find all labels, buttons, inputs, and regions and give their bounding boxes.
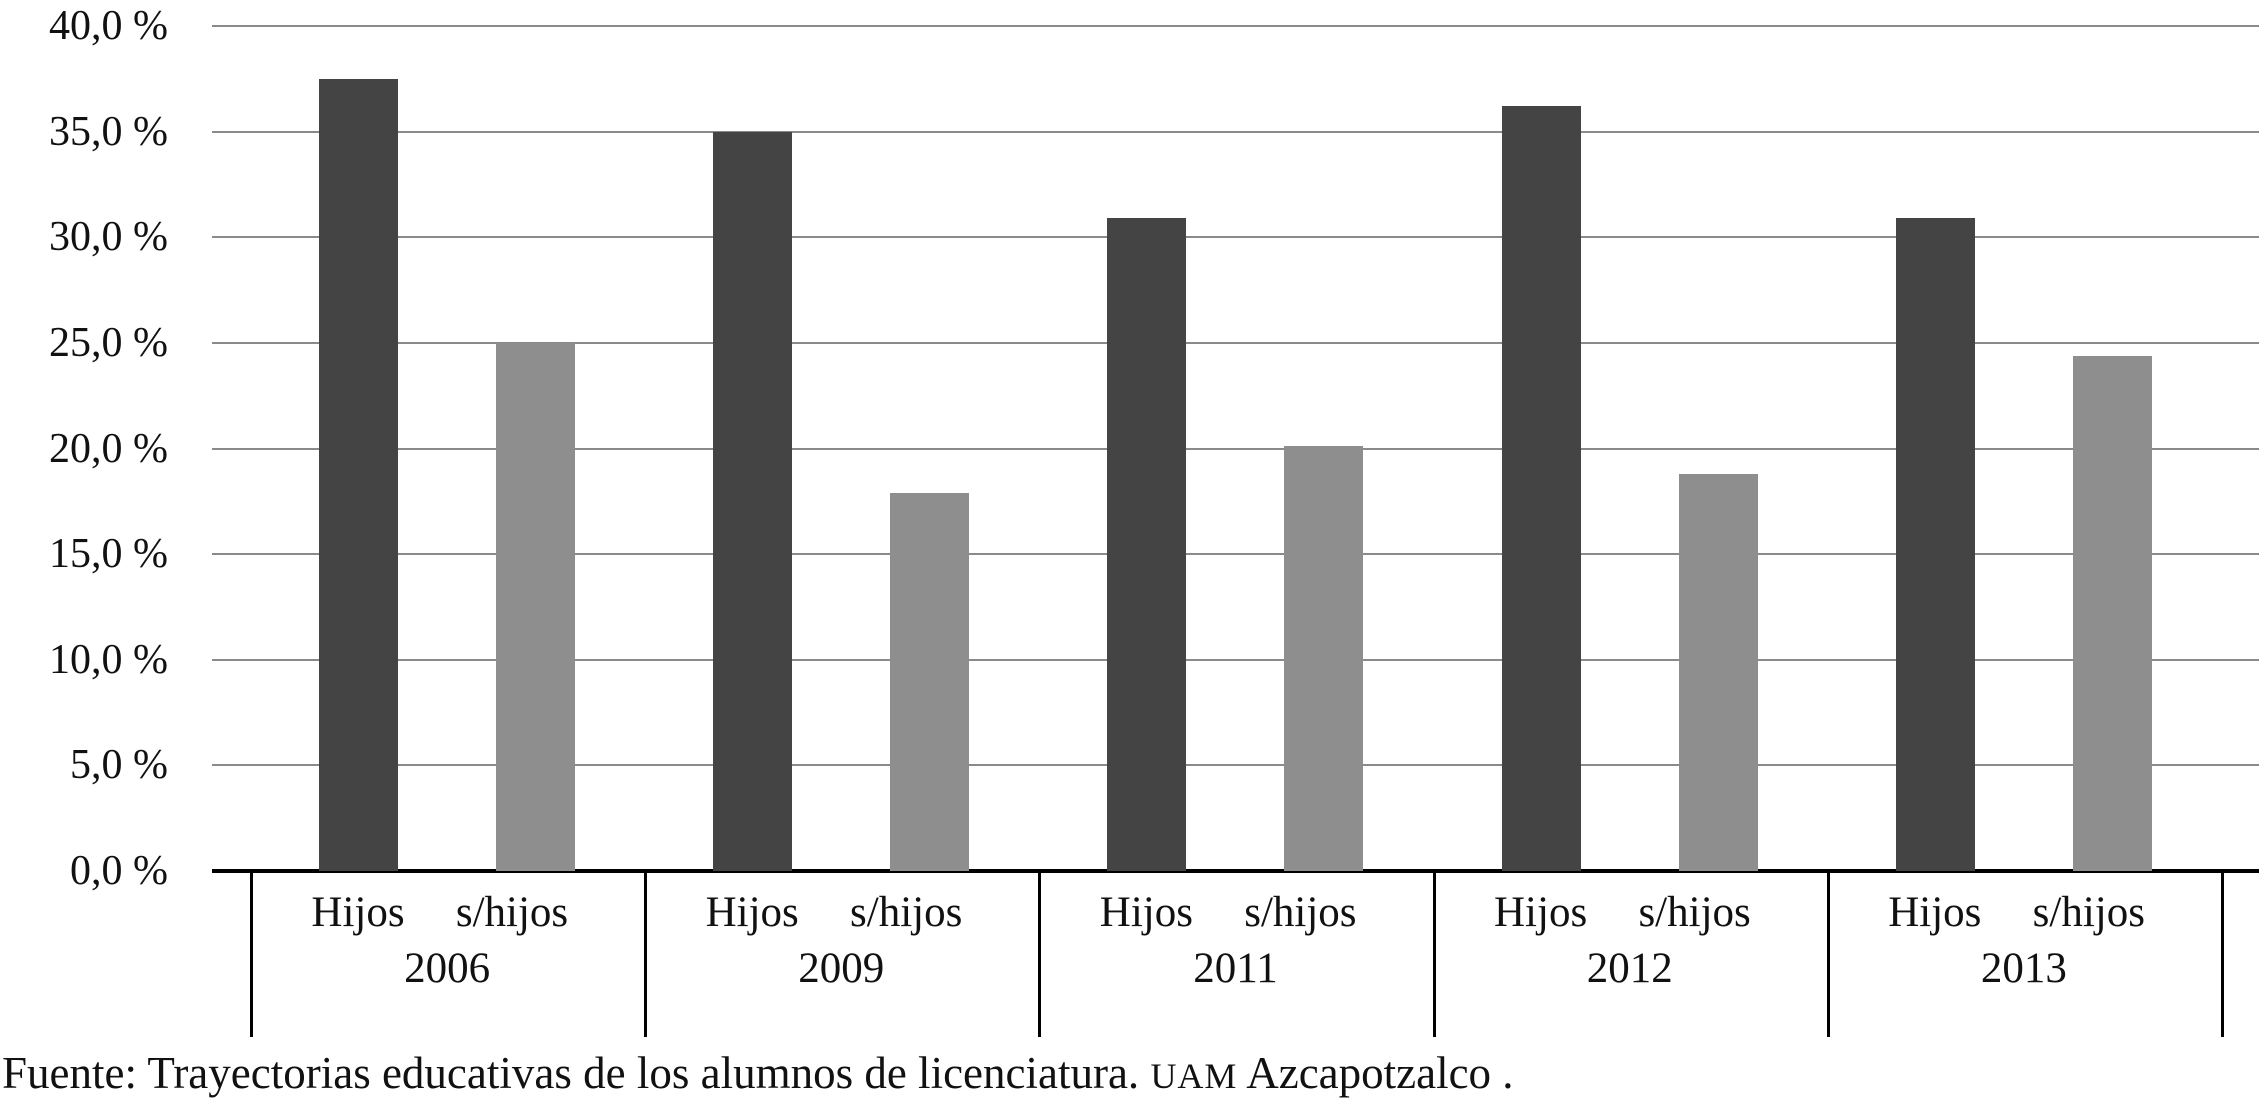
x-series-label: s/hijos (850, 889, 963, 936)
y-tick-label: 20,0 % (49, 425, 168, 472)
x-year-label: 2006 (404, 945, 491, 992)
source-note-prefix: Fuente: Trayectorias educativas de los a… (2, 1048, 1151, 1098)
source-note-acronym: UAM (1150, 1056, 1238, 1096)
category-divider (1826, 871, 1830, 1037)
bar-shijos-2009 (890, 492, 970, 871)
gridline (212, 553, 2259, 556)
x-series-label: Hijos (1888, 889, 1982, 936)
bar-Hijos-2011 (1107, 218, 1187, 871)
y-tick-label: 0,0 % (70, 848, 168, 894)
y-tick-label: 25,0 % (49, 319, 168, 366)
x-axis-line (212, 869, 2259, 873)
y-tick-label: 10,0 % (49, 636, 168, 683)
y-tick-label: 40,0 % (49, 3, 168, 49)
bar-Hijos-2012 (1501, 106, 1581, 871)
category-divider (1038, 871, 1042, 1037)
x-year-label: 2011 (1193, 945, 1278, 992)
x-year-label: 2012 (1586, 945, 1673, 992)
gridline (212, 764, 2259, 767)
x-series-label: s/hijos (1244, 889, 1357, 936)
y-tick-label: 30,0 % (49, 214, 168, 261)
bar-Hijos-2006 (319, 78, 398, 871)
gridline (212, 25, 2259, 27)
gridline (212, 341, 2259, 344)
bar-shijos-2006 (496, 342, 575, 871)
x-series-label: Hijos (1494, 889, 1588, 936)
y-tick-label: 35,0 % (49, 108, 168, 155)
gridline (212, 236, 2259, 239)
x-series-label: Hijos (311, 889, 405, 936)
y-tick-label: 15,0 % (49, 531, 168, 578)
x-series-label: s/hijos (2032, 889, 2145, 936)
gridline (212, 658, 2259, 661)
x-year-label: 2013 (1980, 945, 2067, 992)
gridline (212, 130, 2259, 133)
category-divider (1432, 871, 1436, 1037)
x-series-label: Hijos (705, 889, 799, 936)
x-year-label: 2009 (798, 945, 885, 992)
bar-shijos-2011 (1284, 446, 1364, 871)
bar-shijos-2012 (1678, 473, 1758, 871)
category-divider (250, 871, 253, 1037)
bar-shijos-2013 (2072, 355, 2152, 871)
gridline (212, 447, 2259, 450)
y-tick-label: 5,0 % (70, 742, 168, 789)
category-divider (644, 871, 648, 1037)
bar-Hijos-2013 (1895, 218, 1975, 871)
bar-Hijos-2009 (713, 131, 793, 871)
x-series-label: s/hijos (1638, 889, 1751, 936)
source-note: Fuente: Trayectorias educativas de los a… (2, 1048, 1514, 1099)
x-series-label: Hijos (1099, 889, 1193, 936)
category-divider (2221, 871, 2224, 1037)
source-note-suffix: Azcapotzalco . (1237, 1048, 1514, 1098)
x-series-label: s/hijos (455, 889, 569, 936)
